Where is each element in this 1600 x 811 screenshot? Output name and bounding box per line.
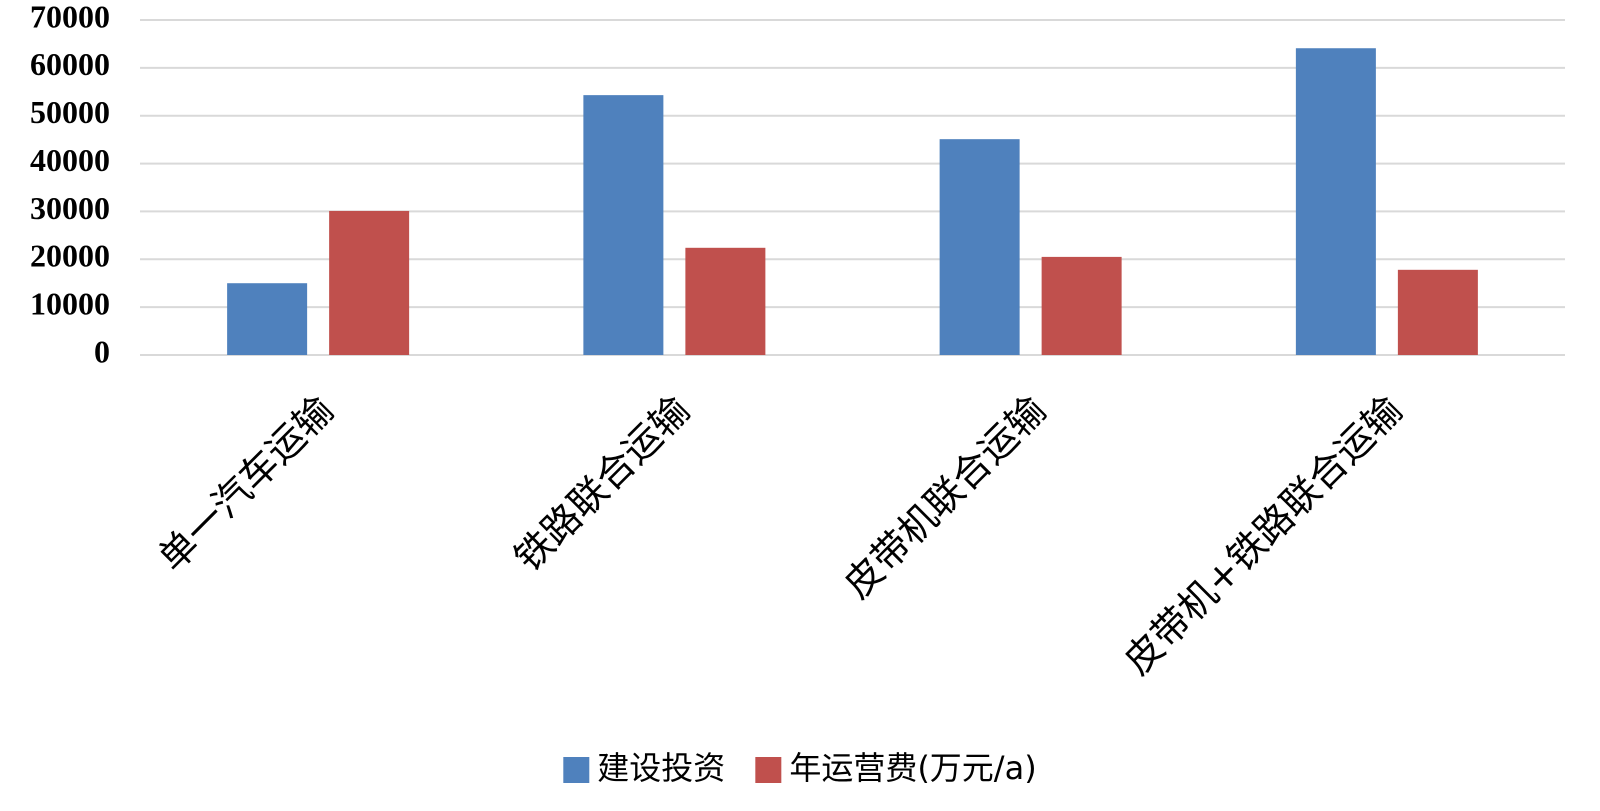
x-tick-label: 单一汽车运输 <box>150 388 342 580</box>
bar <box>583 95 664 355</box>
legend-swatch <box>755 757 782 783</box>
x-tick-label: 铁路联合运输 <box>506 388 698 580</box>
x-tick-label: 皮带机+铁路联合运输 <box>1115 388 1410 683</box>
y-tick-label: 60000 <box>30 46 110 82</box>
y-tick-label: 30000 <box>30 190 110 226</box>
y-tick-label: 10000 <box>30 285 110 321</box>
legend-swatch <box>563 757 590 783</box>
bar <box>329 210 410 355</box>
y-tick-label: 0 <box>94 333 110 369</box>
legend-label: 年运营费(万元/a) <box>789 749 1036 787</box>
legend-label: 建设投资 <box>597 749 725 787</box>
x-tick-label: 皮带机联合运输 <box>835 388 1054 607</box>
bar <box>227 283 308 355</box>
bar <box>1295 48 1376 355</box>
y-tick-label: 20000 <box>30 238 110 274</box>
bar <box>1397 269 1478 355</box>
bar <box>685 247 766 355</box>
bar <box>939 139 1020 355</box>
bar <box>1041 256 1122 355</box>
y-tick-label: 40000 <box>30 142 110 178</box>
y-tick-label: 50000 <box>30 94 110 130</box>
y-tick-label: 70000 <box>30 0 110 34</box>
